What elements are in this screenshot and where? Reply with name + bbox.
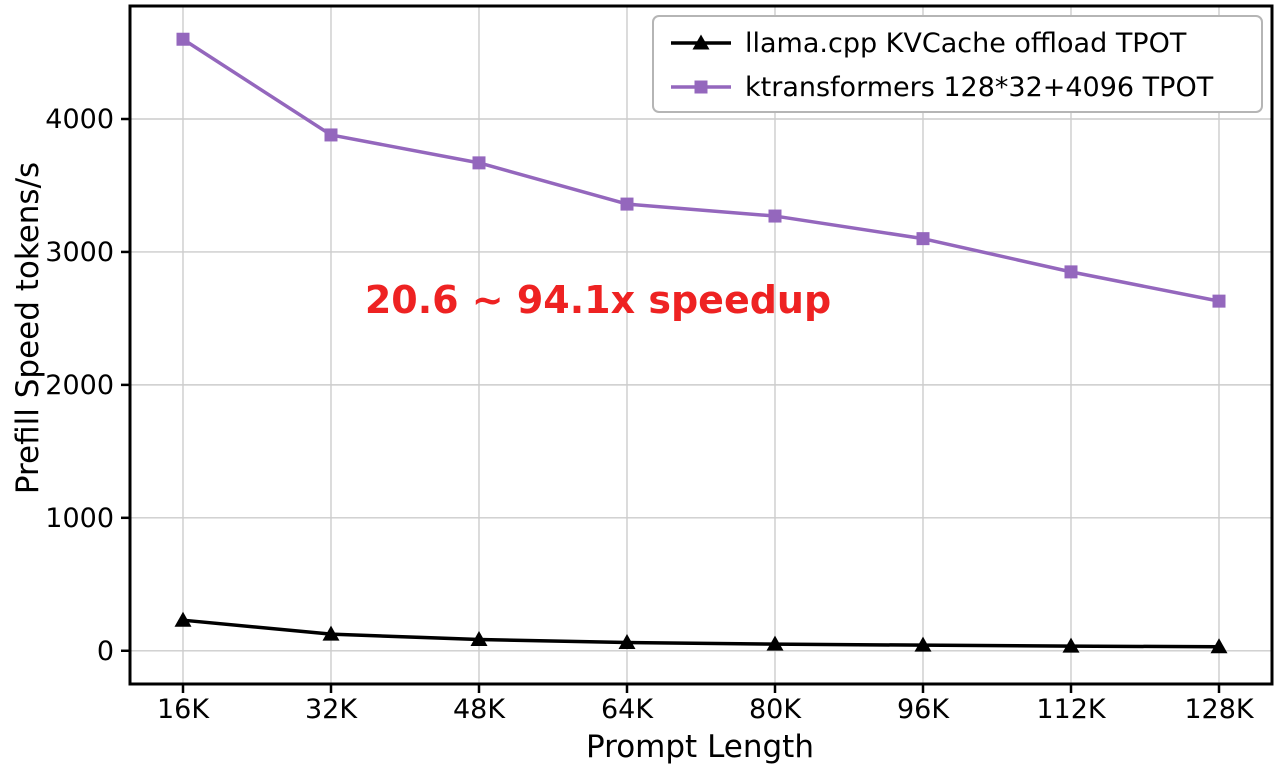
- legend-label: llama.cpp KVCache offload TPOT: [745, 28, 1187, 59]
- square-marker: [620, 197, 634, 211]
- square-marker: [472, 156, 486, 170]
- square-marker: [176, 32, 190, 46]
- triangle-marker: [766, 635, 784, 651]
- series-line-triangle: [181, 618, 1221, 649]
- x-tick-label: 128K: [1184, 694, 1255, 725]
- legend-triangle-marker: [692, 34, 710, 50]
- triangle-marker: [1210, 638, 1228, 654]
- y-tick-label: 4000: [45, 104, 114, 135]
- x-tick-label: 32K: [305, 694, 358, 725]
- y-tick-label: 1000: [45, 503, 114, 534]
- x-axis-label: Prompt Length: [586, 729, 814, 765]
- triangle-marker: [618, 634, 636, 650]
- triangle-marker: [470, 630, 488, 646]
- x-tick-label: 80K: [749, 694, 802, 725]
- square-marker: [768, 209, 782, 223]
- legend-box: [652, 15, 1263, 113]
- speedup-annotation: 20.6 ~ 94.1x speedup: [364, 278, 832, 322]
- x-tick-label: 16K: [157, 694, 210, 725]
- triangle-marker: [1062, 637, 1080, 653]
- series-line-square: [181, 37, 1221, 303]
- y-tick-label: 2000: [45, 370, 114, 401]
- x-tick-label: 112K: [1036, 694, 1107, 725]
- square-marker: [324, 128, 338, 142]
- plot-border: [128, 4, 1274, 686]
- triangle-marker: [322, 625, 340, 641]
- y-axis-label: Prefill Speed tokens/s: [10, 161, 46, 495]
- legend-square-marker: [694, 80, 708, 94]
- y-tick-label: 0: [97, 636, 114, 667]
- square-marker: [1212, 294, 1226, 308]
- x-tick-label: 48K: [453, 694, 506, 725]
- square-marker: [1064, 265, 1078, 279]
- triangle-marker: [174, 611, 192, 627]
- x-tick-label: 64K: [601, 694, 654, 725]
- triangle-marker: [914, 636, 932, 652]
- y-tick-label: 3000: [45, 237, 114, 268]
- x-tick-label: 96K: [897, 694, 950, 725]
- square-marker: [916, 232, 930, 246]
- legend-label: ktransformers 128*32+4096 TPOT: [745, 72, 1214, 103]
